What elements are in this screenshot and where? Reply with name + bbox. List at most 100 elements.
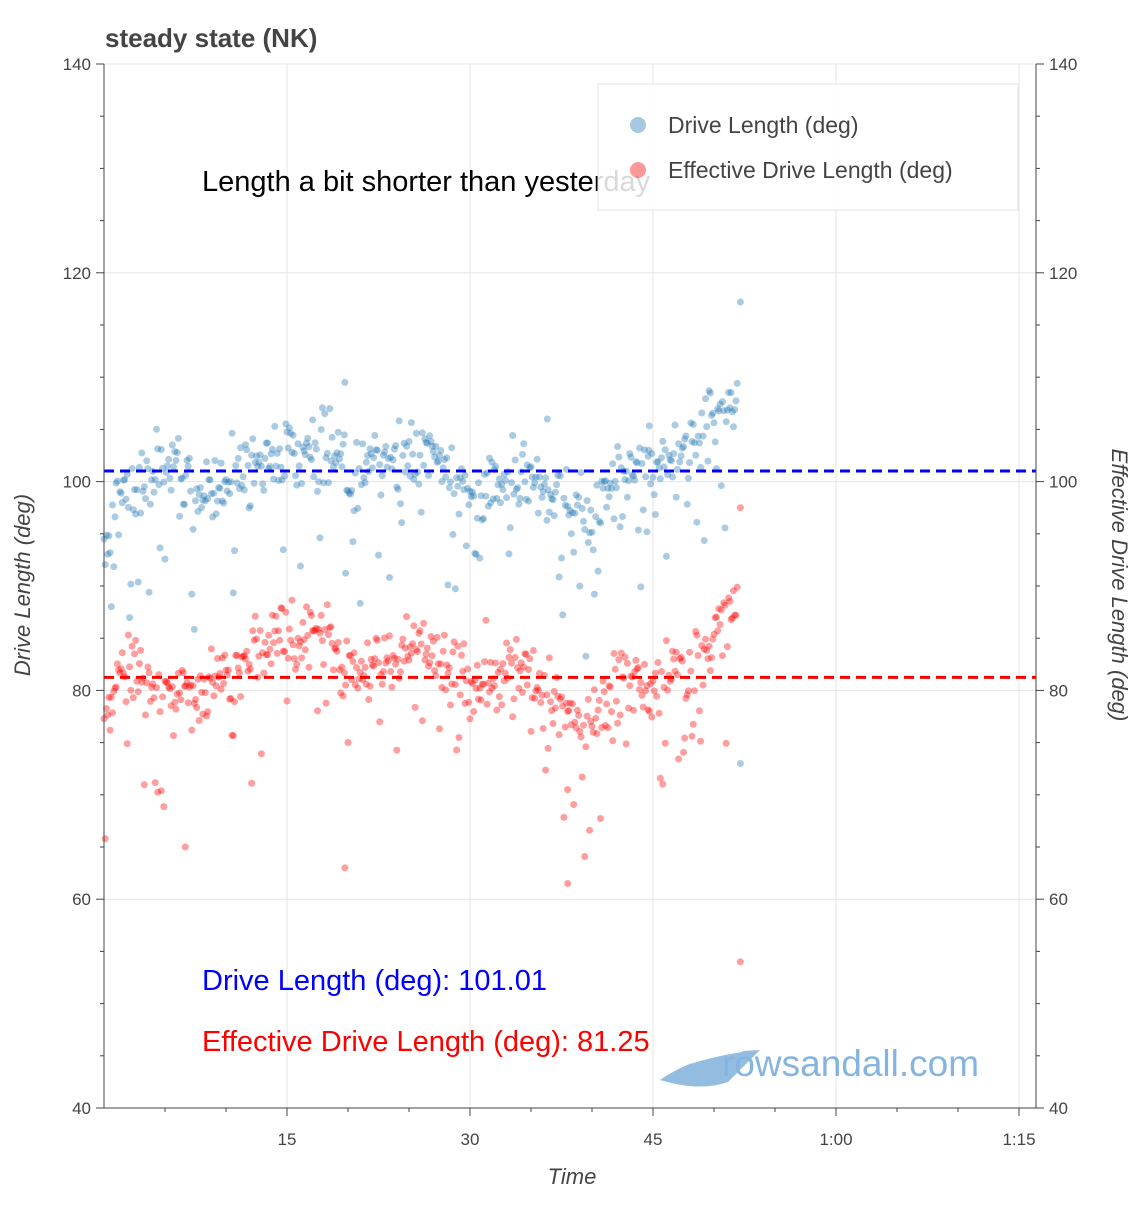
- data-point: [165, 683, 173, 691]
- data-point: [686, 459, 694, 466]
- data-point: [117, 665, 125, 673]
- y-tick-label: 60: [72, 890, 91, 909]
- data-point: [710, 630, 718, 638]
- data-point: [127, 686, 135, 694]
- data-point: [267, 660, 275, 668]
- data-point: [517, 659, 525, 667]
- data-point: [138, 449, 146, 457]
- data-point: [284, 654, 292, 662]
- data-point: [637, 679, 645, 686]
- data-point: [634, 526, 642, 534]
- data-point: [720, 599, 728, 607]
- data-point: [409, 640, 417, 648]
- data-point: [332, 644, 340, 652]
- data-point: [587, 506, 595, 514]
- data-point: [412, 646, 420, 653]
- data-point: [234, 454, 242, 462]
- data-point: [282, 608, 290, 616]
- data-point: [249, 435, 257, 443]
- data-point: [736, 958, 744, 966]
- data-point: [544, 486, 552, 494]
- data-point: [410, 476, 418, 483]
- data-point: [310, 627, 318, 635]
- data-point: [271, 422, 279, 430]
- data-point: [176, 689, 184, 697]
- data-point: [407, 649, 415, 657]
- data-point: [531, 694, 539, 702]
- data-point: [639, 506, 647, 514]
- data-point: [251, 459, 259, 466]
- data-point: [317, 611, 325, 619]
- data-point: [525, 666, 533, 673]
- data-point: [538, 691, 546, 699]
- data-point: [173, 690, 181, 698]
- data-point: [384, 657, 392, 665]
- data-point: [647, 680, 655, 688]
- data-point: [364, 639, 371, 647]
- data-point: [226, 695, 234, 703]
- data-point: [656, 774, 664, 782]
- data-point: [523, 461, 531, 469]
- data-point: [232, 652, 240, 659]
- data-point: [217, 685, 225, 693]
- data-point: [428, 442, 436, 450]
- data-point: [142, 495, 149, 503]
- data-point: [433, 633, 441, 641]
- data-point: [111, 513, 119, 521]
- data-point: [484, 502, 492, 510]
- data-point: [705, 642, 713, 650]
- data-point: [492, 659, 500, 667]
- data-point: [731, 611, 739, 619]
- data-point: [420, 619, 428, 627]
- data-point: [471, 549, 479, 557]
- data-point: [256, 627, 264, 634]
- data-point: [298, 654, 306, 662]
- data-point: [714, 627, 722, 635]
- data-point: [220, 680, 228, 687]
- data-point: [590, 590, 598, 598]
- data-point: [260, 669, 268, 677]
- data-point: [465, 501, 473, 509]
- data-point: [397, 500, 404, 508]
- y-tick-label: 120: [63, 264, 91, 283]
- data-point: [250, 636, 258, 644]
- data-point: [316, 534, 324, 542]
- data-point: [687, 419, 695, 427]
- data-point: [434, 660, 442, 668]
- data-point: [578, 773, 586, 781]
- data-point: [510, 490, 518, 498]
- data-point: [234, 664, 242, 672]
- data-point: [416, 451, 424, 459]
- data-point: [666, 677, 674, 685]
- data-point: [237, 444, 245, 452]
- data-point: [695, 707, 703, 715]
- data-point: [144, 465, 152, 473]
- data-point: [497, 499, 504, 507]
- data-point: [389, 652, 397, 659]
- data-point: [111, 684, 119, 692]
- data-point: [466, 715, 474, 723]
- data-point: [416, 627, 424, 635]
- data-point: [503, 494, 511, 502]
- data-point: [134, 688, 142, 696]
- data-point: [682, 432, 690, 440]
- data-point: [639, 703, 647, 711]
- data-point: [367, 655, 375, 663]
- data-point: [188, 590, 196, 598]
- data-point: [520, 440, 528, 448]
- data-point: [217, 459, 225, 467]
- data-point: [318, 404, 326, 412]
- data-point: [246, 665, 254, 673]
- data-point: [698, 642, 706, 650]
- data-point: [488, 458, 496, 466]
- data-point: [636, 444, 644, 452]
- data-point: [321, 626, 329, 633]
- data-point: [478, 680, 486, 688]
- data-point: [116, 669, 124, 677]
- data-point: [580, 721, 587, 729]
- data-point: [675, 755, 683, 763]
- data-point: [343, 486, 351, 494]
- data-point: [375, 551, 382, 559]
- data-point: [456, 691, 464, 699]
